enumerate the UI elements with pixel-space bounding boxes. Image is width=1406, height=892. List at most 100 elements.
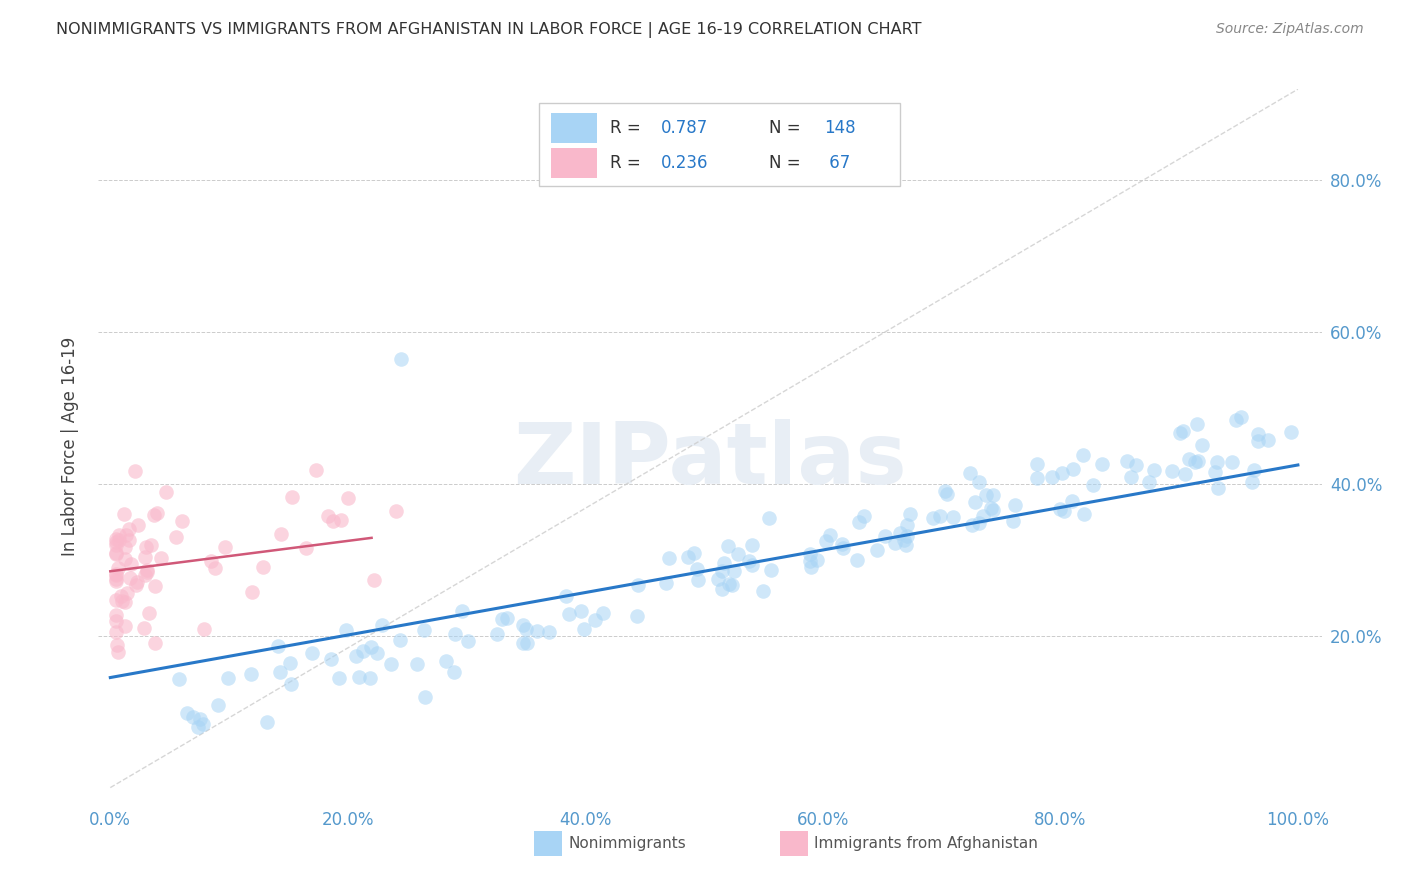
Point	[1185, 417, 1208, 432]
Point	[114, 540, 136, 554]
Text: Nonimmigrants: Nonimmigrants	[568, 837, 686, 851]
Point	[491, 612, 513, 626]
Point	[512, 618, 534, 632]
Point	[1050, 466, 1073, 480]
Point	[193, 622, 215, 636]
Point	[240, 666, 263, 681]
Point	[385, 504, 408, 518]
Text: 148: 148	[824, 119, 855, 136]
Point	[592, 606, 614, 620]
Point	[256, 714, 278, 729]
Point	[972, 509, 994, 524]
Point	[758, 511, 780, 525]
Point	[799, 548, 821, 562]
Point	[405, 657, 427, 671]
Point	[1125, 458, 1147, 472]
Point	[627, 578, 650, 592]
Point	[711, 564, 734, 578]
Point	[1191, 438, 1213, 452]
Point	[114, 528, 136, 542]
Point	[319, 652, 342, 666]
Point	[1257, 434, 1279, 448]
Point	[683, 546, 706, 560]
Point	[217, 671, 239, 685]
Point	[723, 564, 745, 578]
Point	[118, 533, 141, 547]
Point	[936, 487, 959, 501]
Point	[922, 511, 945, 525]
Point	[359, 671, 381, 685]
Point	[363, 574, 385, 588]
Point	[537, 624, 560, 639]
Point	[146, 506, 169, 520]
Point	[107, 644, 129, 658]
Point	[1071, 449, 1094, 463]
Point	[105, 608, 128, 623]
FancyBboxPatch shape	[538, 103, 900, 186]
Point	[883, 536, 905, 550]
Point	[981, 488, 1004, 502]
Point	[295, 541, 318, 555]
Point	[967, 475, 990, 489]
Point	[127, 518, 149, 533]
Point	[1204, 465, 1226, 479]
Point	[711, 582, 734, 596]
Point	[193, 716, 215, 731]
FancyBboxPatch shape	[551, 148, 598, 178]
Point	[457, 633, 479, 648]
Point	[443, 627, 465, 641]
Point	[120, 558, 142, 572]
Point	[389, 633, 412, 648]
Point	[114, 619, 136, 633]
Point	[512, 635, 534, 649]
Point	[1053, 504, 1076, 518]
Point	[846, 553, 869, 567]
Point	[434, 654, 457, 668]
Point	[654, 575, 676, 590]
Point	[1247, 426, 1270, 441]
Point	[1279, 425, 1302, 440]
Point	[866, 543, 889, 558]
Point	[118, 522, 141, 536]
Point	[214, 540, 236, 554]
Point	[370, 618, 392, 632]
Point	[1243, 463, 1265, 477]
Point	[1073, 508, 1095, 522]
Point	[965, 495, 987, 509]
Point	[134, 568, 156, 582]
Point	[928, 509, 950, 524]
Text: 67: 67	[824, 154, 851, 172]
Point	[143, 635, 166, 649]
Text: NONIMMIGRANTS VS IMMIGRANTS FROM AFGHANISTAN IN LABOR FORCE | AGE 16-19 CORRELAT: NONIMMIGRANTS VS IMMIGRANTS FROM AFGHANI…	[56, 22, 922, 38]
Point	[980, 500, 1002, 515]
Point	[741, 538, 763, 552]
Point	[450, 604, 472, 618]
Point	[105, 592, 128, 607]
Point	[124, 464, 146, 478]
Point	[721, 577, 744, 591]
Point	[873, 529, 896, 543]
Y-axis label: In Labor Force | Age 16-19: In Labor Force | Age 16-19	[60, 336, 79, 556]
Point	[1184, 455, 1206, 469]
Point	[281, 491, 304, 505]
Point	[1081, 478, 1104, 492]
Point	[898, 507, 921, 521]
Point	[135, 565, 157, 579]
Point	[134, 550, 156, 565]
Point	[301, 647, 323, 661]
Point	[105, 532, 128, 546]
Point	[676, 550, 699, 565]
Point	[322, 514, 344, 528]
Point	[204, 561, 226, 575]
Point	[110, 589, 132, 603]
Point	[831, 537, 853, 551]
Point	[105, 638, 128, 652]
Point	[443, 665, 465, 680]
Point	[752, 583, 775, 598]
Point	[170, 514, 193, 528]
Point	[569, 604, 592, 618]
Point	[1220, 455, 1243, 469]
Point	[799, 554, 821, 568]
Point	[330, 513, 353, 527]
FancyBboxPatch shape	[551, 112, 598, 143]
